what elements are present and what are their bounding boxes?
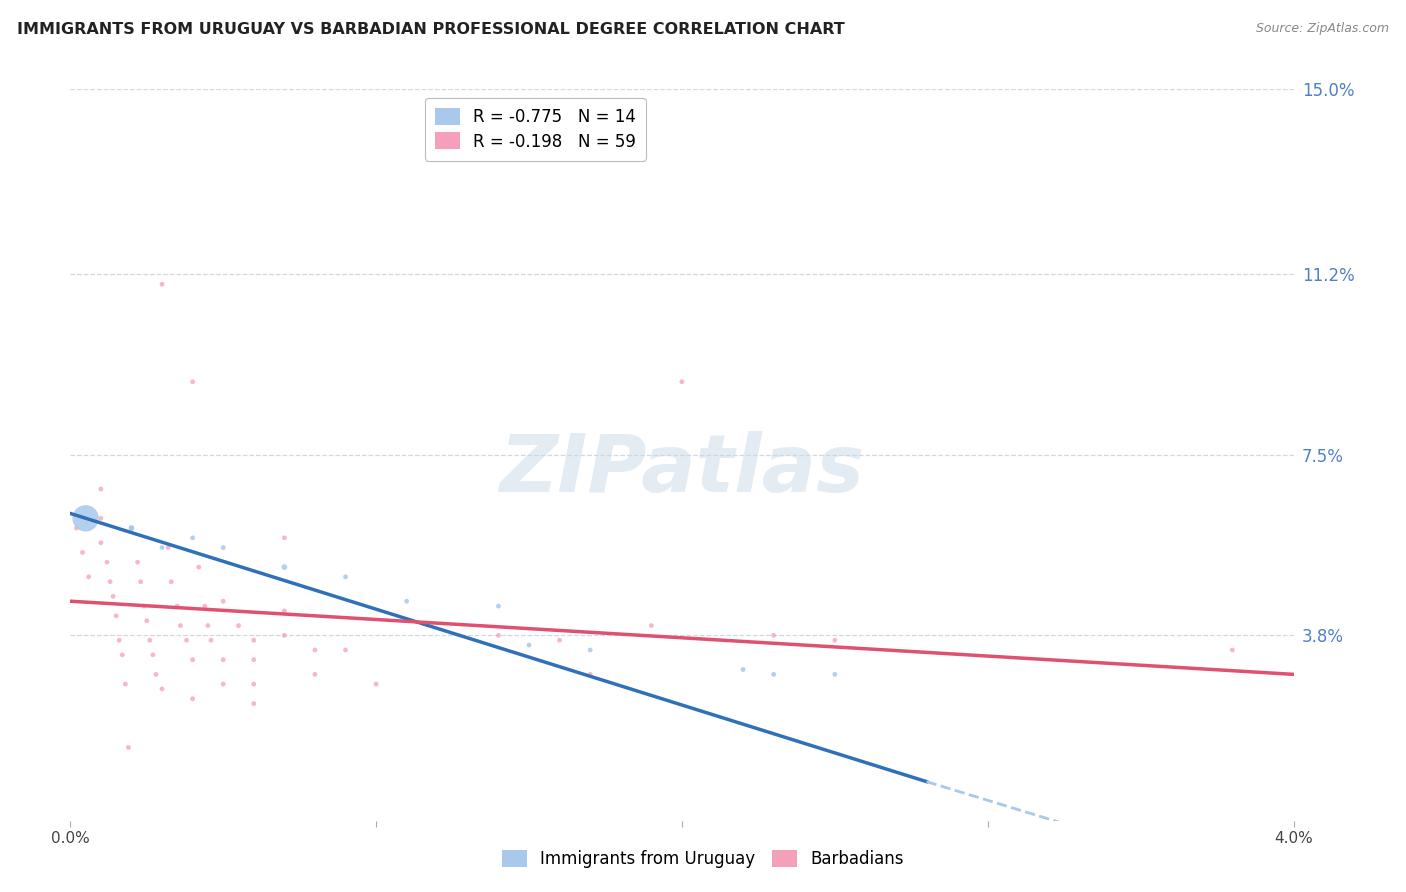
Point (121, 521, 143, 535)
Point (160, 574, 183, 589)
Point (150, 277, 173, 292)
Point (273, 604, 295, 618)
Point (335, 570, 357, 584)
Point (671, 375, 693, 389)
Point (243, 653, 266, 667)
Point (243, 697, 266, 711)
Point (108, 633, 131, 648)
Point (127, 555, 149, 569)
Point (181, 653, 204, 667)
Point (1222, 643, 1244, 657)
Point (824, 633, 846, 648)
Point (824, 667, 846, 681)
Point (640, 618, 662, 632)
Point (169, 618, 191, 632)
Point (142, 648, 165, 662)
Point (96, 555, 118, 569)
Point (762, 628, 785, 642)
Point (166, 599, 188, 613)
Text: IMMIGRANTS FROM URUGUAY VS BARBADIAN PROFESSIONAL DEGREE CORRELATION CHART: IMMIGRANTS FROM URUGUAY VS BARBADIAN PRO… (17, 22, 845, 37)
Point (77, 570, 100, 584)
Point (75, 511, 97, 525)
Point (212, 653, 235, 667)
Point (228, 618, 250, 632)
Point (90, 511, 112, 525)
Point (65, 521, 87, 535)
Text: Source: ZipAtlas.com: Source: ZipAtlas.com (1256, 22, 1389, 36)
Point (197, 618, 219, 632)
Point (181, 691, 204, 706)
Point (150, 681, 173, 696)
Point (335, 643, 357, 657)
Point (176, 633, 198, 648)
Point (273, 560, 295, 574)
Point (187, 560, 209, 574)
Point (157, 541, 180, 555)
Point (114, 677, 136, 691)
Point (121, 521, 143, 535)
Point (129, 574, 152, 589)
Point (181, 531, 204, 545)
Point (579, 667, 602, 681)
Point (150, 541, 173, 555)
Point (98, 574, 121, 589)
Point (304, 667, 326, 681)
Point (139, 633, 162, 648)
Point (90, 535, 112, 549)
Point (395, 594, 418, 608)
Point (90, 482, 112, 496)
Point (194, 599, 217, 613)
Point (366, 677, 388, 691)
Legend: Immigrants from Uruguay, Barbadians: Immigrants from Uruguay, Barbadians (495, 843, 911, 875)
Point (304, 643, 326, 657)
Point (132, 599, 155, 613)
Point (733, 663, 755, 677)
Point (181, 375, 204, 389)
Point (243, 677, 266, 691)
Point (762, 667, 785, 681)
Point (101, 590, 124, 604)
Point (111, 648, 134, 662)
Point (212, 541, 235, 555)
Point (212, 594, 235, 608)
Point (72, 545, 94, 559)
Point (548, 633, 571, 648)
Point (273, 531, 295, 545)
Point (517, 638, 540, 652)
Legend: R = -0.775   N = 14, R = -0.198   N = 59: R = -0.775 N = 14, R = -0.198 N = 59 (425, 97, 645, 161)
Point (488, 599, 510, 613)
Point (135, 614, 157, 628)
Point (243, 633, 266, 648)
Point (488, 628, 510, 642)
Text: ZIPatlas: ZIPatlas (499, 431, 865, 508)
Point (105, 608, 128, 623)
Point (212, 677, 235, 691)
Point (200, 633, 222, 648)
Point (145, 667, 167, 681)
Point (273, 628, 295, 642)
Point (579, 643, 602, 657)
Point (117, 740, 139, 755)
